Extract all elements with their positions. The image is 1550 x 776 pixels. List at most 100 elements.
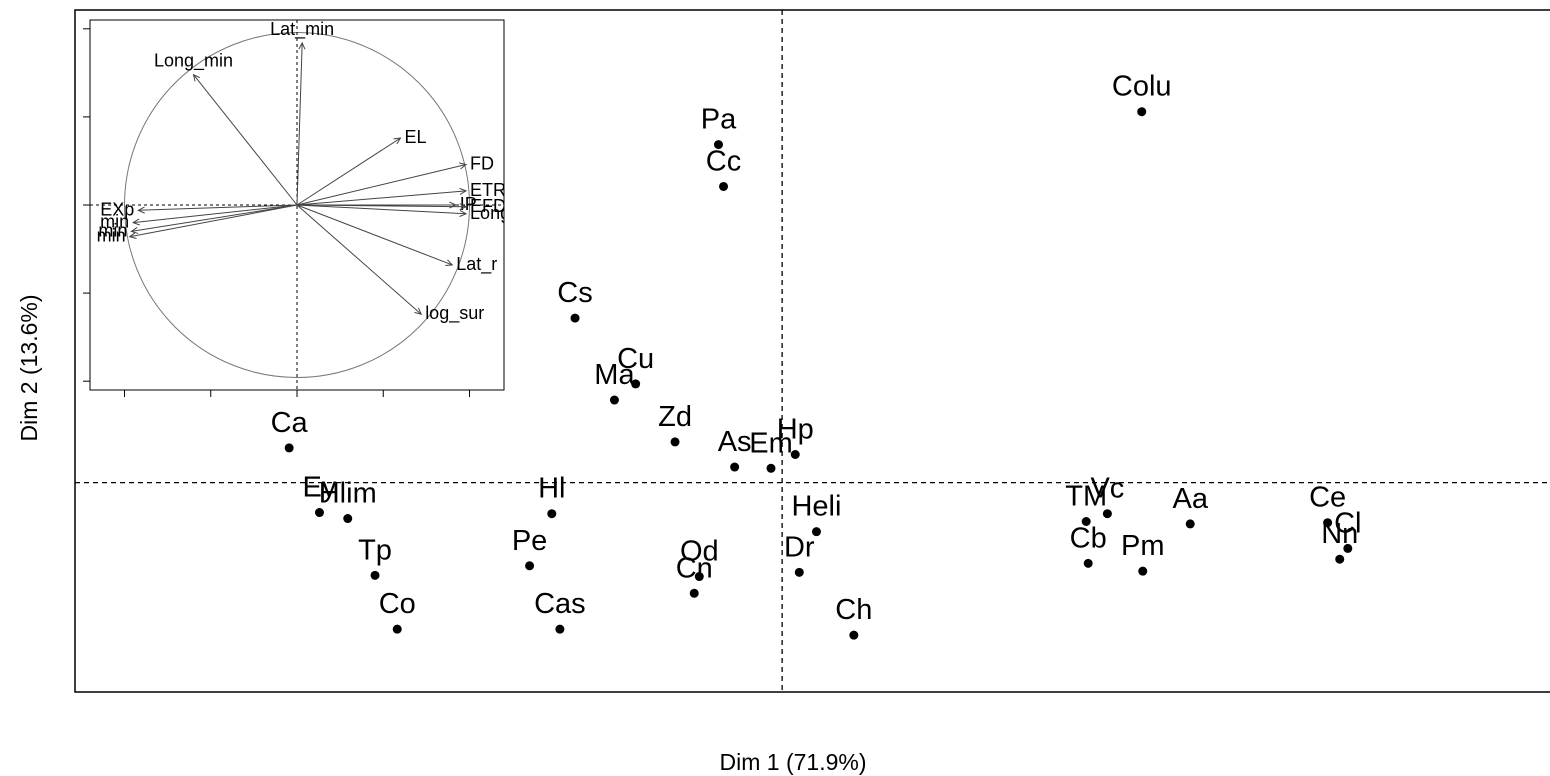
- arrow-min: [133, 204, 298, 224]
- arrowhead-exp: [137, 206, 145, 214]
- point-label-ch: Ch: [835, 594, 872, 626]
- point-nn: [1335, 554, 1345, 564]
- inset-axis-ticks: [83, 28, 470, 397]
- point-label-cs: Cs: [557, 277, 592, 309]
- point-label-tm: TM: [1065, 481, 1107, 513]
- arrow-efd: [296, 204, 467, 208]
- arrow-min: [129, 204, 298, 238]
- arrowhead-lat-min: [298, 41, 306, 50]
- point-label-colu: Colu: [1112, 71, 1172, 103]
- arrow-log-sur: [296, 204, 422, 315]
- point-zd: [670, 437, 680, 447]
- arrow-fd: [296, 163, 467, 206]
- arrowhead-min: [128, 232, 137, 240]
- point-as: [730, 462, 740, 472]
- point-label-dr: Dr: [784, 531, 815, 563]
- variable-label-etr: ETR: [470, 180, 506, 200]
- point-cb: [1083, 558, 1093, 568]
- variable-label-exp: EXp: [100, 199, 134, 219]
- point-label-hlim: Hlim: [319, 478, 377, 510]
- point-cas: [555, 624, 565, 634]
- arrowhead-min: [130, 227, 139, 234]
- arrowhead-log-sur: [414, 307, 423, 315]
- point-label-aa: Aa: [1172, 483, 1208, 515]
- x-axis-title: Dim 1 (71.9%): [720, 749, 867, 775]
- y-axis-title: Dim 2 (13.6%): [16, 295, 42, 442]
- point-dr: [794, 567, 804, 577]
- point-label-vc: Vc: [1090, 473, 1124, 505]
- arrow-exp: [138, 204, 298, 211]
- arrow-lat-r: [296, 204, 453, 266]
- point-cl: [1343, 543, 1353, 553]
- point-aa: [1185, 519, 1195, 529]
- arrowhead-long: [459, 210, 468, 217]
- variable-label-fd: FD: [470, 153, 494, 173]
- point-ce: [1323, 518, 1333, 528]
- point-label-as: As: [718, 426, 752, 458]
- arrowhead-min: [131, 218, 140, 226]
- point-pm: [1138, 566, 1148, 576]
- point-ma: [609, 395, 619, 405]
- point-label-nn: Nn: [1321, 518, 1358, 550]
- variable-label-long-min: Long_min: [154, 51, 233, 72]
- point-hlim: [343, 514, 353, 524]
- point-co: [392, 624, 402, 634]
- point-vc: [1102, 509, 1112, 519]
- point-ca: [284, 443, 294, 453]
- main-plot-frame: [74, 9, 1550, 693]
- point-em: [766, 463, 776, 473]
- variable-label-min: min: [100, 212, 129, 232]
- point-label-cas: Cas: [534, 588, 586, 620]
- point-label-cc: Cc: [706, 145, 741, 177]
- main-reference-lines: [75, 10, 1550, 692]
- arrowhead-lat-r: [445, 259, 454, 266]
- point-label-tp: Tp: [358, 534, 392, 566]
- point-label-pe: Pe: [512, 525, 547, 557]
- point-cu: [631, 379, 641, 389]
- point-label-hp: Hp: [777, 413, 814, 445]
- point-cs: [570, 313, 580, 323]
- arrowhead-fd: [459, 162, 468, 170]
- variable-label-lat-r: Lat_r: [456, 254, 497, 275]
- arrow-lat-min: [296, 42, 303, 206]
- point-label-ca: Ca: [271, 407, 309, 439]
- point-pa: [713, 140, 723, 150]
- variable-label-ip: IP: [460, 194, 477, 214]
- point-tp: [370, 570, 380, 580]
- arrowhead-el: [393, 137, 402, 145]
- variable-label-el: EL: [405, 127, 427, 147]
- point-label-pa: Pa: [701, 104, 737, 136]
- point-cn: [689, 588, 699, 598]
- point-label-cn: Cn: [676, 552, 713, 584]
- variable-label-log-sur: log_sur: [425, 303, 484, 324]
- arrow-etr: [296, 190, 467, 206]
- arrow-long: [296, 204, 467, 215]
- point-pe: [525, 561, 535, 571]
- point-label-ce: Ce: [1309, 482, 1346, 514]
- point-label-co: Co: [379, 588, 416, 620]
- arrow-el: [296, 137, 401, 206]
- point-label-cl: Cl: [1334, 507, 1361, 539]
- point-label-heli: Heli: [791, 491, 841, 523]
- variable-label-min: min: [97, 226, 126, 246]
- arrow-long-min: [193, 74, 298, 206]
- point-label-em: Em: [749, 427, 793, 459]
- arrow-min: [131, 204, 298, 232]
- point-cc: [719, 181, 729, 191]
- point-colu: [1137, 107, 1147, 117]
- point-label-ma: Ma: [594, 359, 635, 391]
- point-label-hl: Hl: [538, 473, 565, 505]
- variable-label-lat-min: Lat_min: [270, 19, 334, 40]
- variable-label-efd: EFD: [470, 196, 506, 216]
- arrowhead-etr: [459, 187, 468, 195]
- point-od: [694, 572, 704, 582]
- point-label-od: Od: [680, 536, 719, 568]
- point-label-cu: Cu: [617, 343, 654, 375]
- variable-label-min: min: [98, 220, 127, 240]
- variable-label-long: Long: [470, 203, 510, 223]
- point-hl: [547, 509, 557, 519]
